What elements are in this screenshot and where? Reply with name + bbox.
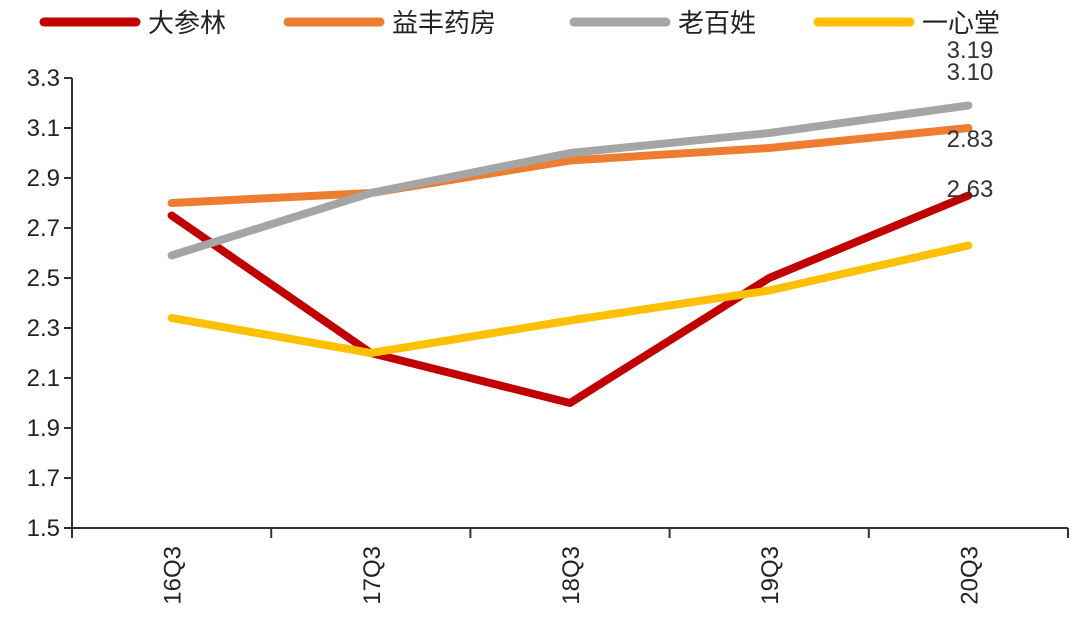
legend-label-2: 老百姓 bbox=[678, 9, 756, 39]
series-lines bbox=[167, 101, 973, 407]
data-label-3: 2.63 bbox=[947, 176, 994, 203]
y-tick-label: 3.1 bbox=[27, 115, 60, 142]
x-axis: 16Q3 17Q3 18Q3 19Q3 20Q3 bbox=[71, 527, 1069, 605]
data-labels: 3.193.10 2.83 2.63 bbox=[947, 37, 994, 203]
y-tick-label: 2.7 bbox=[27, 215, 60, 242]
x-tick-label: 19Q3 bbox=[757, 546, 784, 605]
y-tick-label: 2.5 bbox=[27, 265, 60, 292]
x-tick-label: 16Q3 bbox=[160, 546, 187, 605]
data-label-0: 3.19 bbox=[947, 37, 994, 64]
x-tick-label: 17Q3 bbox=[359, 546, 386, 605]
y-tick-label: 2.1 bbox=[27, 365, 60, 392]
legend-label-0: 大参林 bbox=[148, 9, 226, 39]
series-line-0 bbox=[167, 191, 973, 407]
x-tick-label: 18Q3 bbox=[558, 546, 585, 605]
y-tick-label: 2.3 bbox=[27, 315, 60, 342]
y-tick-label: 1.9 bbox=[27, 415, 60, 442]
y-tick-label: 2.9 bbox=[27, 165, 60, 192]
y-tick-label: 1.5 bbox=[27, 515, 60, 542]
x-tick-label: 20Q3 bbox=[956, 546, 983, 605]
data-label-2: 2.83 bbox=[947, 126, 994, 153]
legend-label-1: 益丰药房 bbox=[392, 9, 496, 39]
series-line-2 bbox=[167, 101, 973, 260]
legend-label-3: 一心堂 bbox=[922, 9, 1000, 39]
y-tick-label: 1.7 bbox=[27, 465, 60, 492]
y-tick-label: 3.3 bbox=[27, 65, 60, 92]
series-line-3 bbox=[167, 241, 973, 357]
legend: 大参林 益丰药房 老百姓 一心堂 bbox=[39, 9, 1000, 39]
data-label-1: 3.10 bbox=[947, 59, 994, 86]
series-line-1 bbox=[167, 124, 973, 207]
y-axis: 1.5 1.7 1.9 2.1 2.3 2.5 2.7 2.9 3.1 3.3 bbox=[27, 65, 73, 542]
